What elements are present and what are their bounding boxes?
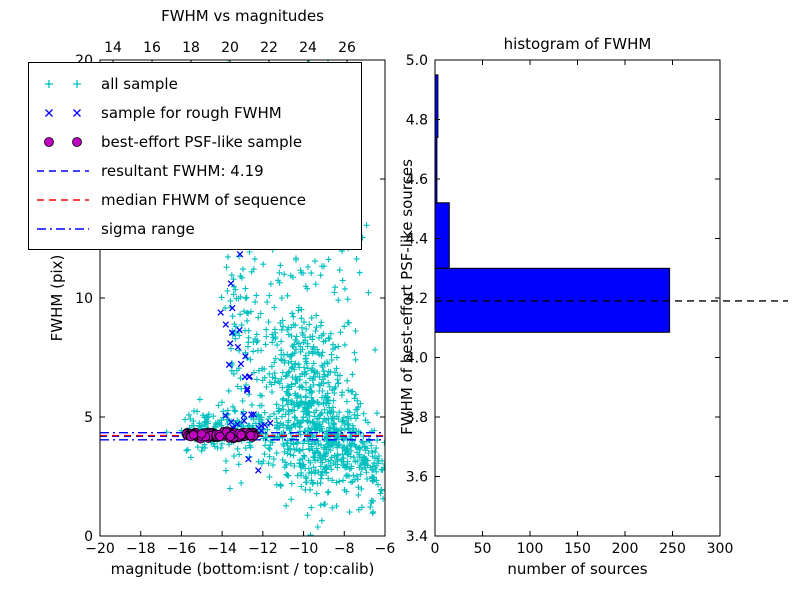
psf-point [188, 430, 199, 440]
legend-entry: sample for rough FWHM [35, 98, 361, 127]
legend-entry: all sample [35, 69, 361, 98]
tick-label: −14 [207, 541, 237, 557]
left-plot-xlabel: magnitude (bottom:isnt / top:calib) [110, 560, 375, 578]
tick-label: 0 [84, 529, 93, 545]
legend-marker-psf-sample [44, 136, 82, 147]
left-plot-ylabel: FWHM (pix) [48, 254, 66, 342]
tick-label: 5 [84, 410, 93, 426]
legend-label: median FHWM of sequence [101, 190, 306, 209]
tick-label: 5.0 [406, 53, 428, 69]
psf-point [225, 431, 235, 441]
tick-label: 4.2 [406, 291, 428, 307]
psf-point [236, 430, 246, 440]
tick-label: 100 [517, 541, 544, 557]
tick-label: 200 [612, 541, 639, 557]
tick-label: −8 [334, 541, 355, 557]
legend-marker-resultant-fwhm [37, 169, 89, 172]
tick-label: 50 [474, 541, 492, 557]
legend: all sample sample for rough FWHM best-ef… [28, 62, 362, 250]
legend-marker-median-fwhm [37, 198, 89, 201]
tick-label: 18 [182, 40, 200, 56]
tick-label: −12 [248, 541, 278, 557]
histogram-bar [434, 202, 450, 269]
tick-label: 20 [221, 40, 239, 56]
tick-label: −20 [85, 541, 115, 557]
histogram-bars [434, 74, 671, 333]
legend-entry: median FHWM of sequence [35, 185, 361, 214]
psf-point [215, 431, 225, 441]
tick-label: 4.6 [406, 172, 428, 188]
tick-label: 22 [260, 40, 278, 56]
tick-label: 3.4 [406, 529, 428, 545]
histogram-bar [434, 267, 671, 333]
tick-label: 16 [143, 40, 161, 56]
tick-label: 24 [299, 40, 317, 56]
tick-label: 4.8 [406, 113, 428, 129]
tick-label: −10 [289, 541, 319, 557]
legend-entry: sigma range [35, 214, 361, 243]
tick-label: 150 [564, 541, 591, 557]
legend-label: best-effort PSF-like sample [101, 132, 303, 151]
tick-label: 3.8 [406, 410, 428, 426]
legend-label: resultant FWHM: 4.19 [101, 161, 264, 180]
tick-label: 300 [707, 541, 734, 557]
tick-label: 4.0 [406, 351, 428, 367]
left-plot-title: FWHM vs magnitudes [161, 7, 324, 25]
tick-label: 26 [338, 40, 356, 56]
psf-point [197, 429, 207, 439]
tick-label: 14 [104, 40, 122, 56]
psf-point [246, 430, 256, 440]
tick-label: −6 [375, 541, 396, 557]
tick-label: −18 [126, 541, 156, 557]
right-plot-title: histogram of FWHM [503, 35, 652, 53]
tick-label: 10 [75, 291, 93, 307]
legend-entry: resultant FWHM: 4.19 [35, 156, 361, 185]
tick-label: 3.6 [406, 470, 428, 486]
legend-marker-rough-fwhm [45, 108, 81, 117]
legend-entry: best-effort PSF-like sample [35, 127, 361, 156]
legend-label: sigma range [101, 219, 195, 238]
legend-label: all sample [101, 74, 178, 93]
tick-label: 0 [431, 541, 440, 557]
right-plot-ylabel: FWHM of best-effort PSF-like sources [398, 159, 416, 435]
legend-marker-all-sample [45, 79, 81, 88]
tick-labels: −20 −18 −16 −14 −12 −10 −8 −6 14 16 18 20 22 24 26 0 5 10… [75, 40, 733, 557]
psf-sample-points [182, 426, 260, 444]
tick-label: −16 [167, 541, 197, 557]
tick-label: 250 [659, 541, 686, 557]
right-plot-xlabel: number of sources [507, 560, 648, 578]
legend-label: sample for rough FWHM [101, 103, 282, 122]
tick-label: 4.4 [406, 232, 428, 248]
legend-marker-sigma-range [37, 227, 89, 230]
